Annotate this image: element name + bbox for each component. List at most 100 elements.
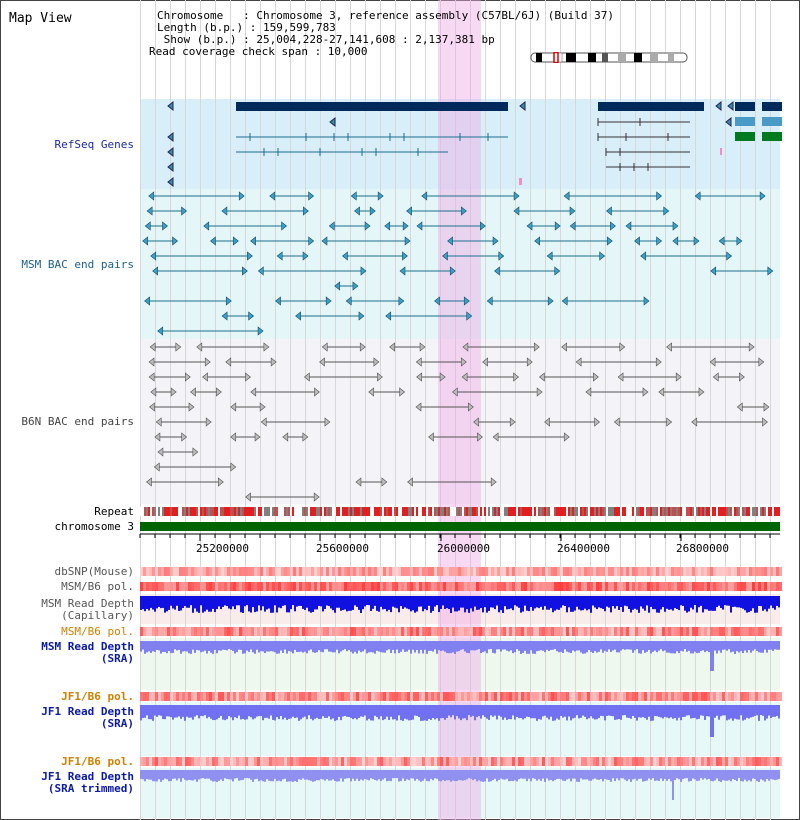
jf1-read-depth-sra-bar: [612, 705, 614, 717]
msm-b6-pol-heat: [380, 582, 383, 591]
jf1-read-depth-sra-bar: [500, 705, 502, 717]
repeat-segment: [204, 507, 206, 516]
jf1-b6-pol-label-1[interactable]: JF1/B6 pol.: [61, 690, 134, 703]
jf1-read-depth-trim-bar: [296, 770, 298, 782]
msm-read-depth-sra-bar: [404, 641, 406, 652]
msm-read-depth-cap-bar: [636, 596, 638, 610]
jf1-b6-pol-heat: [710, 692, 713, 701]
msm-read-depth-cap-bar: [314, 596, 316, 610]
repeat-segment: [368, 507, 370, 516]
msm-b6-pol-heat-2: [182, 627, 185, 636]
dbsnp-heat: [344, 567, 347, 576]
msm-read-depth-cap-bar: [634, 596, 636, 609]
dbsnp-heat: [629, 567, 632, 576]
repeat-segment: [362, 507, 364, 516]
repeat-segment: [282, 507, 284, 516]
msm-b6-pol-heat: [443, 582, 446, 591]
msm-b6-pol-label-2[interactable]: MSM/B6 pol.: [61, 625, 134, 638]
msm-read-depth-sra-bar: [314, 641, 316, 653]
msm-b6-pol-heat: [239, 582, 242, 591]
repeat-segment: [342, 507, 344, 516]
msm-read-depth-sra-bar: [538, 641, 540, 651]
b6n-bac-end: [399, 387, 406, 397]
msm-bac-track-bg: [140, 189, 780, 339]
jf1-b6-pol-heat: [521, 692, 524, 701]
repeat-segment: [360, 507, 362, 516]
msm-b6-pol-heat-2: [425, 627, 428, 636]
jf1-read-depth-trim-bar: [576, 770, 578, 782]
msm-bac-end: [221, 206, 228, 216]
msm-read-depth-sra-label[interactable]: MSM Read Depth (SRA): [6, 641, 134, 665]
jf1-b6-pol-heat: [674, 692, 677, 701]
msm-read-depth-sra-bar: [550, 641, 552, 650]
b6n-bac-end: [181, 432, 188, 442]
jf1-b6-pol-heat-2: [647, 757, 650, 766]
msm-b6-pol-heat: [752, 582, 755, 591]
msm-b6-pol-heat: [308, 582, 311, 591]
jf1-b6-pol-heat: [491, 692, 494, 701]
msm-read-depth-cap-bar: [724, 596, 726, 606]
jf1-b6-pol-heat: [275, 692, 278, 701]
msm-read-depth-sra-bar: [662, 641, 664, 652]
repeat-segment: [252, 507, 254, 516]
jf1-read-depth-trim-bar: [500, 770, 502, 779]
b6n-bac-end: [428, 432, 434, 442]
msm-b6-pol-heat: [761, 582, 764, 591]
refseq-genes-label[interactable]: RefSeq Genes: [54, 138, 134, 151]
jf1-read-depth-trim-bar: [418, 770, 420, 781]
jf1-read-depth-sra-bar: [436, 705, 438, 719]
msm-read-depth-cap-bar: [152, 596, 154, 610]
jf1-b6-pol-heat: [584, 692, 587, 701]
msm-b6-pol-heat-2: [704, 627, 707, 636]
jf1-read-depth-trim-bar: [730, 770, 732, 782]
grid-line: [710, 0, 711, 820]
jf1-b6-pol-heat-2: [329, 757, 332, 766]
msm-b6-pol-heat-2: [416, 627, 419, 636]
refseq-gene-bar: [735, 102, 755, 111]
msm-read-depth-cap-bar: [716, 596, 718, 608]
msm-read-depth-sra-bar: [196, 641, 198, 650]
dbsnp-heat: [551, 567, 554, 576]
jf1-read-depth-sra-bar: [552, 705, 554, 721]
msm-b6-pol-heat-2: [308, 627, 311, 636]
msm-read-depth-sra-bar: [610, 641, 612, 652]
jf1-b6-pol-heat: [602, 692, 605, 701]
msm-b6-pol-heat-2: [467, 627, 470, 636]
repeat-segment: [728, 507, 730, 516]
msm-b6-pol-heat-2: [581, 627, 584, 636]
msm-read-depth-sra-bar: [660, 641, 662, 650]
b6n-bac-end: [666, 342, 672, 352]
msm-b6-pol-heat: [398, 582, 401, 591]
jf1-read-depth-trim-bar: [380, 770, 382, 782]
msm-read-depth-sra-bar: [534, 641, 536, 654]
jf1-b6-pol-label-2[interactable]: JF1/B6 pol.: [61, 755, 134, 768]
jf1-read-depth-trim-bar: [716, 770, 718, 779]
jf1-read-depth-trim-bar: [714, 770, 716, 781]
msm-b6-pol-heat: [746, 582, 749, 591]
msm-read-depth-sra-bar: [140, 641, 142, 652]
msm-bac-end-pairs-label[interactable]: MSM BAC end pairs: [21, 258, 134, 271]
msm-bac-end: [643, 296, 650, 306]
repeat-segment: [636, 507, 638, 516]
msm-read-depth-sra-bar: [488, 641, 490, 650]
msm-read-depth-cap-bar: [768, 596, 770, 609]
jf1-read-depth-sra-label[interactable]: JF1 Read Depth (SRA): [6, 706, 134, 730]
msm-b6-pol-label-1[interactable]: MSM/B6 pol.: [61, 580, 134, 593]
dbsnp-label[interactable]: dbSNP(Mouse): [54, 565, 134, 578]
jf1-read-depth-sra-bar: [320, 705, 322, 719]
msm-b6-pol-heat-2: [620, 627, 623, 636]
b6n-bac-end-pairs-label[interactable]: B6N BAC end pairs: [21, 415, 134, 428]
b6n-bac-end: [415, 357, 422, 367]
msm-read-depth-sra-bar: [468, 641, 470, 654]
msm-read-depth-cap-label[interactable]: MSM Read Depth (Capillary): [6, 598, 134, 622]
msm-read-depth-sra-bar: [764, 641, 766, 650]
grid-line: [650, 0, 651, 820]
jf1-b6-pol-heat-2: [398, 757, 401, 766]
chromosome-ideogram[interactable]: [530, 52, 688, 63]
jf1-b6-pol-heat-2: [287, 757, 290, 766]
repeat-segment: [712, 507, 714, 516]
jf1-read-depth-trim-label[interactable]: JF1 Read Depth (SRA trimmed): [6, 771, 134, 795]
jf1-b6-pol-heat: [386, 692, 389, 701]
msm-b6-pol-heat-2: [536, 627, 539, 636]
